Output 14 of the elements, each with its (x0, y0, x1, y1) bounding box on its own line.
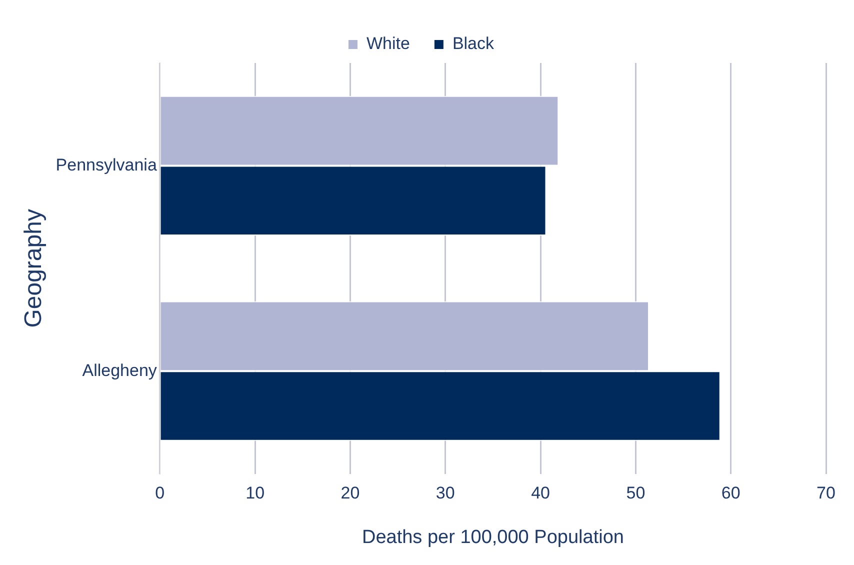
legend-label: Black (452, 34, 495, 54)
x-tick-label: 30 (436, 484, 455, 503)
x-tick-label: 40 (531, 484, 550, 503)
x-tick-label: 10 (246, 484, 265, 503)
y-tick-label: Pennsylvania (56, 155, 158, 174)
y-tick-label: Allegheny (82, 360, 158, 380)
x-tick-label: 50 (626, 484, 646, 503)
legend-label: White (366, 34, 410, 54)
x-tick-label: 20 (340, 484, 360, 503)
x-axis-title: Deaths per 100,000 Population (362, 526, 624, 548)
x-tick-label: 70 (816, 484, 836, 503)
x-tick-label: 0 (155, 484, 165, 503)
y-axis-title: Geography (20, 209, 48, 328)
x-tick-label: 60 (721, 484, 740, 503)
